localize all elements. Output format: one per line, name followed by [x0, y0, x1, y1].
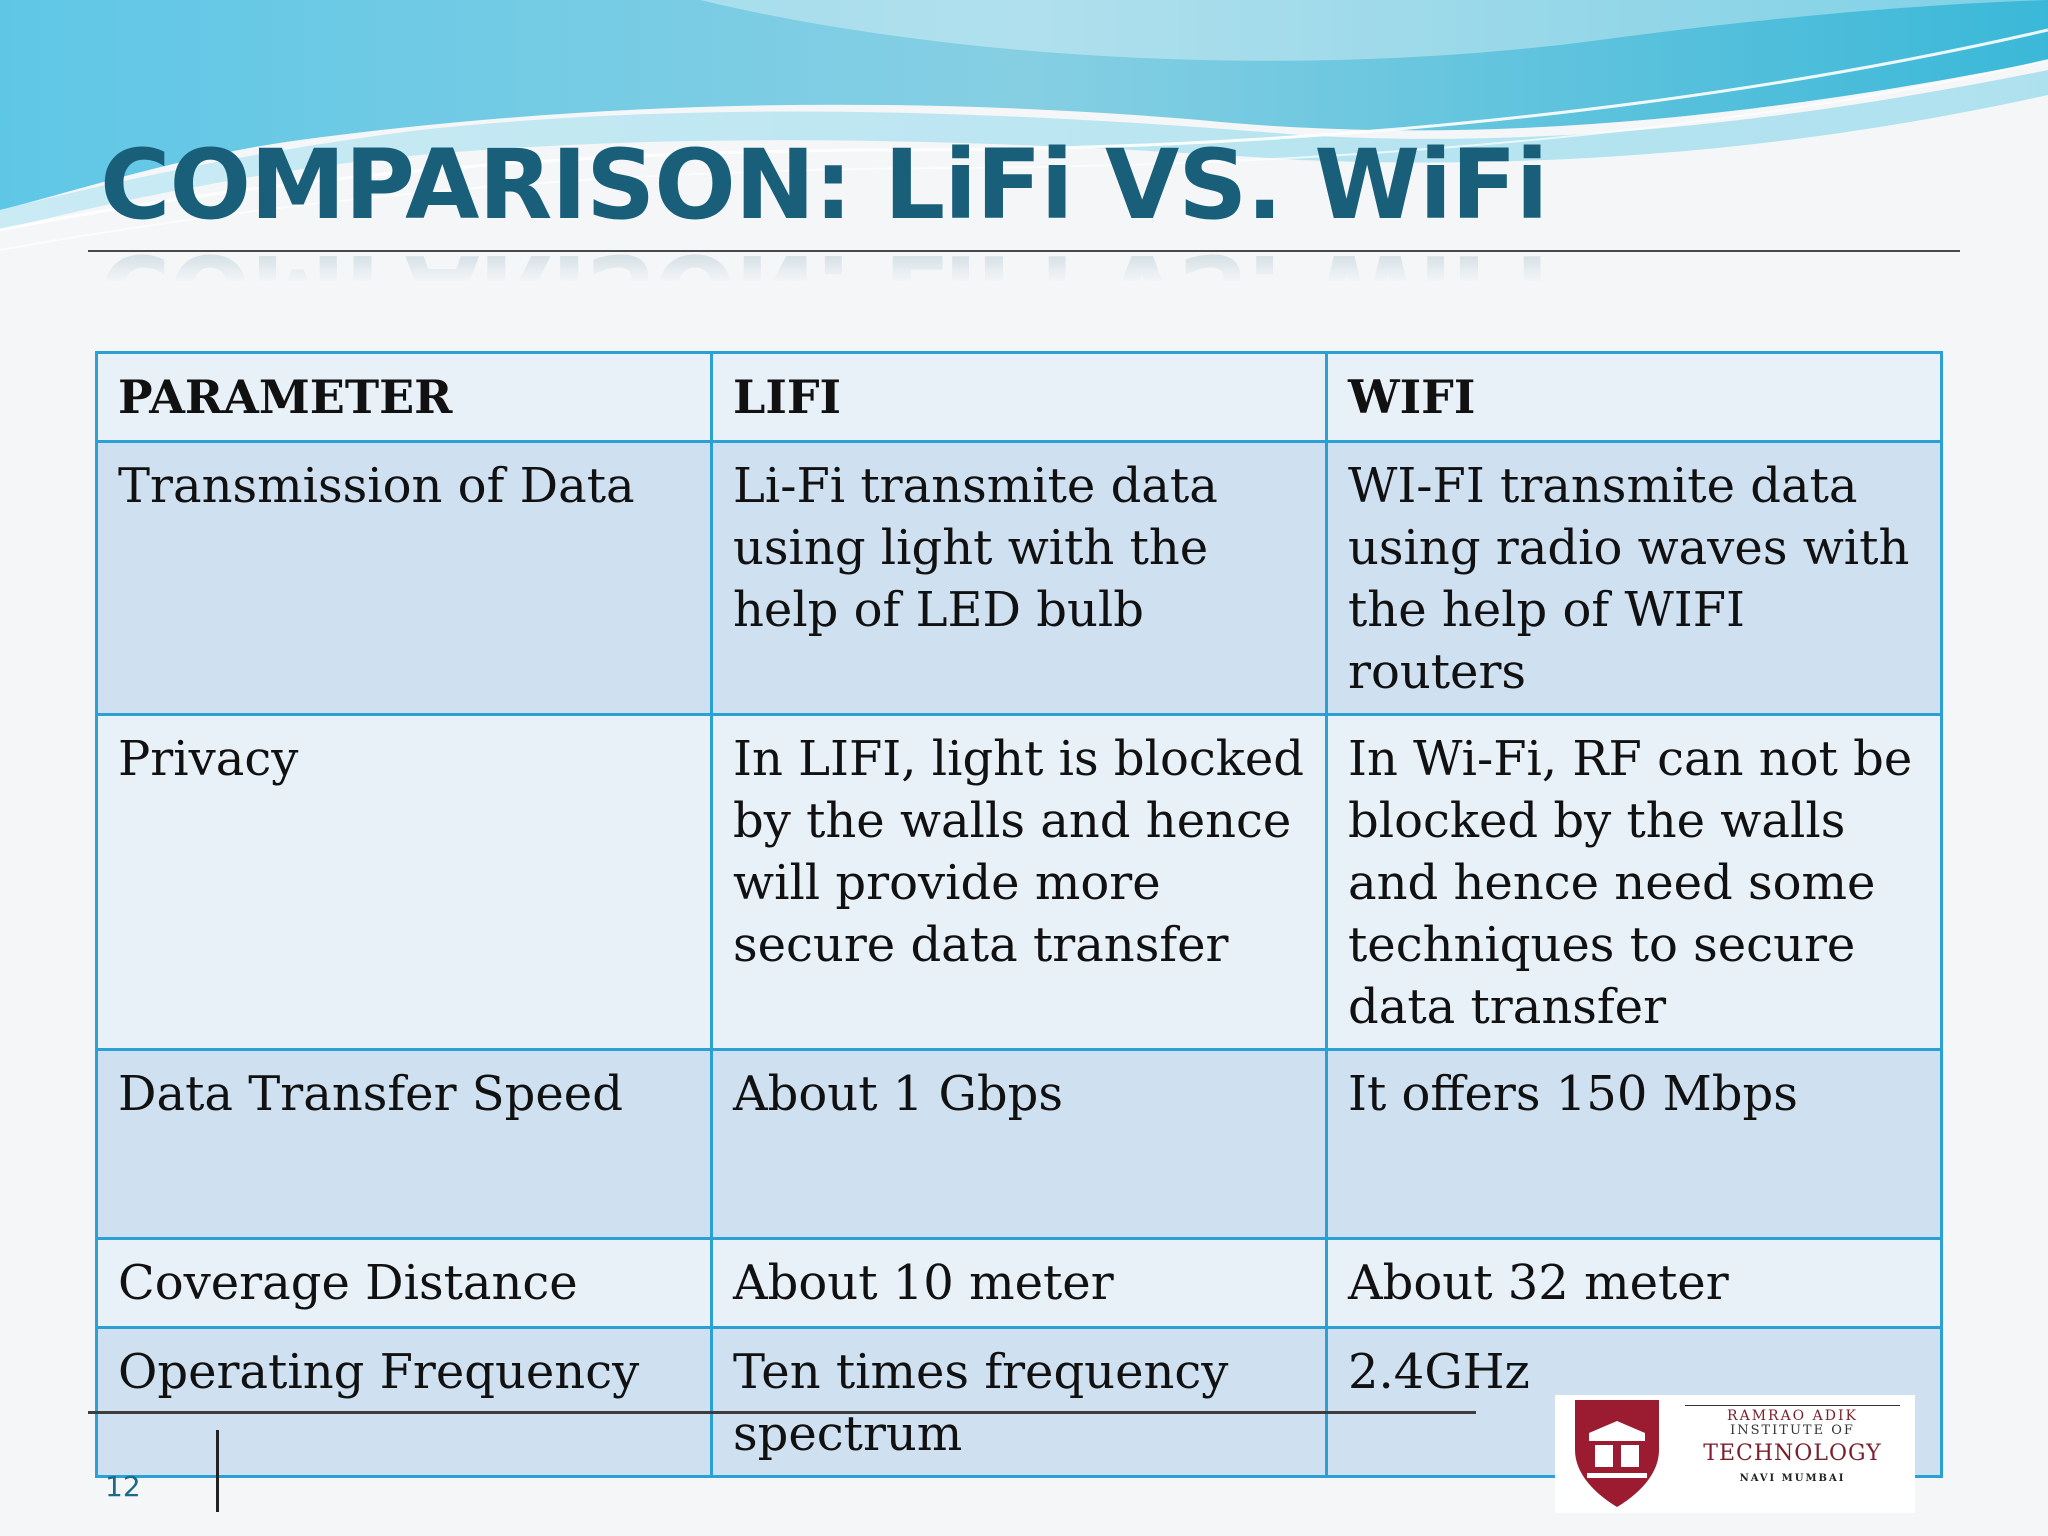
- logo-text-line2: INSTITUTE OF: [1730, 1423, 1855, 1438]
- page-number-bar: [216, 1430, 219, 1512]
- comparison-table: PARAMETER LIFI WIFI Transmission of Data…: [95, 351, 1943, 1478]
- cell-parameter: Data Transfer Speed: [95, 1048, 713, 1240]
- cell-lifi: Ten times frequency spectrum: [710, 1326, 1328, 1478]
- header-parameter: PARAMETER: [95, 351, 713, 443]
- slide-title-reflection: COMPARISON: LiFi VS. WiFi: [100, 234, 1548, 282]
- background-waves: [0, 0, 2048, 251]
- slide-title: COMPARISON: LiFi VS. WiFi: [100, 129, 1549, 241]
- cell-lifi: About 10 meter: [710, 1237, 1328, 1329]
- header-lifi: LIFI: [710, 351, 1328, 443]
- header-wifi: WIFI: [1325, 351, 1943, 443]
- cell-lifi: Li-Fi transmite data using light with th…: [710, 440, 1328, 716]
- cell-wifi: WI-FI transmite data using radio waves w…: [1325, 440, 1943, 716]
- logo-text-line1: RAMRAO ADIK: [1685, 1405, 1900, 1424]
- cell-parameter: Transmission of Data: [95, 440, 713, 716]
- table-header-row: PARAMETER LIFI WIFI: [95, 351, 1943, 443]
- logo-text-line4: NAVI MUMBAI: [1739, 1473, 1846, 1484]
- cell-lifi: About 1 Gbps: [710, 1048, 1328, 1240]
- institute-logo: RAMRAO ADIK INSTITUTE OF TECHNOLOGY NAVI…: [1555, 1395, 1915, 1513]
- table-row: Privacy In LIFI, light is blocked by the…: [95, 713, 1943, 1051]
- cell-wifi: In Wi-Fi, RF can not be blocked by the w…: [1325, 713, 1943, 1051]
- title-block: COMPARISON: LiFi VS. WiFi COMPARISON: Li…: [100, 129, 2000, 282]
- table-row: Transmission of Data Li-Fi transmite dat…: [95, 440, 1943, 716]
- page-number: 12: [105, 1470, 141, 1503]
- cell-parameter: Privacy: [95, 713, 713, 1051]
- table-row: Data Transfer Speed About 1 Gbps It offe…: [95, 1048, 1943, 1240]
- footer-divider: [88, 1411, 1476, 1414]
- title-divider: [88, 250, 1960, 252]
- cell-wifi: It offers 150 Mbps: [1325, 1048, 1943, 1240]
- shield-icon: [1575, 1400, 1659, 1507]
- cell-parameter: Coverage Distance: [95, 1237, 713, 1329]
- cell-lifi: In LIFI, light is blocked by the walls a…: [710, 713, 1328, 1051]
- table-row: Coverage Distance About 10 meter About 3…: [95, 1237, 1943, 1329]
- logo-text-line3: TECHNOLOGY: [1703, 1441, 1882, 1466]
- cell-wifi: About 32 meter: [1325, 1237, 1943, 1329]
- cell-parameter: Operating Frequency: [95, 1326, 713, 1478]
